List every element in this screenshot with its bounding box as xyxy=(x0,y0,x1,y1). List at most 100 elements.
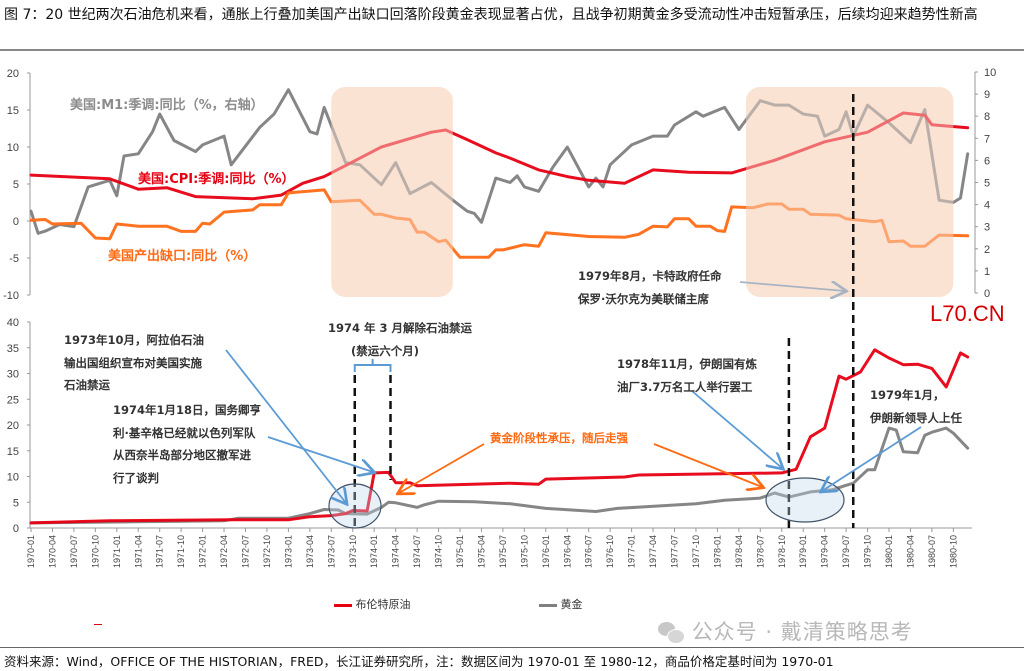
left-y-tick-label: 15 xyxy=(7,105,19,117)
annotation-iran-strike: 1978年11月，伊朗国有炼 油厂3.7万名工人举行罢工 xyxy=(617,353,757,398)
x-tick-label: 1979-07 xyxy=(841,535,851,568)
x-tick-label: 1974-01 xyxy=(369,535,379,568)
x-tick-label: 1980-07 xyxy=(927,535,937,568)
x-tick-label: 1976-10 xyxy=(605,535,615,568)
x-tick-label: 1970-07 xyxy=(69,535,79,568)
legend-label-gold: 黄金 xyxy=(560,598,583,611)
bottom-y-tick-label: 15 xyxy=(7,446,19,458)
x-tick-label: 1975-04 xyxy=(476,535,486,568)
x-tick-label: 1973-04 xyxy=(305,535,315,568)
annotation-line: 1978年11月，伊朗国有炼 xyxy=(617,357,758,371)
annotation-line: 石油禁运 xyxy=(64,378,110,392)
code-watermark: L70.CN xyxy=(930,301,1005,326)
x-tick-label: 1971-07 xyxy=(155,535,165,568)
x-tick-label: 1973-07 xyxy=(326,535,336,568)
x-tick-label: 1976-04 xyxy=(562,535,572,568)
shaded-period-overlay xyxy=(746,87,954,297)
x-tick-label: 1980-10 xyxy=(948,535,958,568)
right-y-tick-label: 4 xyxy=(984,200,990,212)
x-tick-label: 1978-01 xyxy=(712,535,722,568)
shaded-period-overlay xyxy=(331,87,453,297)
right-y-tick-label: 5 xyxy=(984,178,990,190)
x-tick-label: 1978-04 xyxy=(734,535,744,568)
annotation-kissinger: 1974年1月18日，国务卿亨 利·基辛格已经就以色列军队 从西奈半岛部分地区撤… xyxy=(113,399,261,489)
annotation-line: 1973年10月，阿拉伯石油 xyxy=(64,333,205,347)
arrow-kissinger xyxy=(267,436,373,472)
series-line-m1 xyxy=(29,88,970,235)
series-label-m1: 美国:M1:季调:同比（%，右轴） xyxy=(70,98,264,113)
x-tick-label: 1977-07 xyxy=(670,535,680,568)
bottom-y-tick-label: 10 xyxy=(7,472,19,484)
legend-swatch-brent xyxy=(334,603,352,607)
annotation-line: (禁运六个月) xyxy=(351,343,420,358)
annotation-line: 油厂3.7万名工人举行罢工 xyxy=(617,379,753,394)
x-tick-label: 1972-07 xyxy=(241,535,251,568)
bottom-y-tick-label: 5 xyxy=(13,497,19,509)
annotation-embargo-end: 1974 年 3 月解除石油禁运 (禁运六个月) xyxy=(328,317,472,362)
x-tick-label: 1974-10 xyxy=(434,535,444,568)
right-y-tick-label: 3 xyxy=(984,222,990,234)
shaded-period xyxy=(331,87,453,297)
watermark-text: 公众号 · 戴清策略思考 xyxy=(691,620,913,644)
annotation-line: 从西奈半岛部分地区撤军进 xyxy=(113,448,251,462)
arrow-gold-pressure-1978 xyxy=(653,443,762,487)
x-tick-label: 1976-01 xyxy=(541,535,551,568)
source-note: 资料来源：Wind，OFFICE OF THE HISTORIAN，FRED，长… xyxy=(4,654,834,669)
annotation-line: 保罗·沃尔克为美联储主席 xyxy=(578,291,709,306)
x-tick-label: 1971-10 xyxy=(176,535,186,568)
arrow-embargo-start xyxy=(225,349,346,503)
annotation-line: 1979年8月，卡特政府任命 xyxy=(578,269,722,283)
left-y-tick-label: -5 xyxy=(9,253,19,265)
right-y-tick-label: 2 xyxy=(984,244,990,256)
right-y-tick-label: 10 xyxy=(984,67,996,79)
x-tick-label: 1972-04 xyxy=(219,535,229,568)
series-line-cpi xyxy=(29,111,970,201)
series-label-cpi: 美国:CPI:季调:同比（%） xyxy=(138,172,295,187)
footer-divider xyxy=(0,647,1024,648)
x-tick-label: 1979-04 xyxy=(820,535,830,568)
x-tick-label: 1978-10 xyxy=(777,535,787,568)
annotation-volcker: 1979年8月，卡特政府任命 保罗·沃尔克为美联储主席 xyxy=(578,265,722,310)
x-tick-label: 1979-01 xyxy=(798,535,808,568)
x-tick-label: 1977-04 xyxy=(648,535,658,568)
x-tick-label: 1974-04 xyxy=(391,535,401,568)
bottom-y-tick-label: 30 xyxy=(7,369,19,381)
annotation-line: 1979年1月， xyxy=(870,388,945,402)
annotation-line: 利·基辛格已经就以色列军队 xyxy=(113,425,256,440)
x-tick-label: 1979-10 xyxy=(863,535,873,568)
x-tick-label: 1970-01 xyxy=(26,535,36,568)
annotation-embargo-start: 1973年10月，阿拉伯石油 输出国组织宣布对美国实施 石油禁运 xyxy=(64,329,204,397)
x-tick-label: 1972-01 xyxy=(198,535,208,568)
legend-item-brent: 布伦特原油 xyxy=(334,596,411,612)
legend-label-brent: 布伦特原油 xyxy=(355,598,411,611)
bottom-y-tick-label: 35 xyxy=(7,343,19,355)
x-tick-label: 1976-07 xyxy=(584,535,594,568)
annotation-gold-pressure: 黄金阶段性承压，随后走强 xyxy=(490,431,628,445)
bottom-y-tick-label: 20 xyxy=(7,420,19,432)
left-y-tick-label: 5 xyxy=(13,179,19,191)
left-y-tick-label: 20 xyxy=(7,68,19,80)
annotation-iran-leader: 1979年1月， 伊朗新领导人上任 xyxy=(870,384,962,429)
arrow-iran-strike xyxy=(691,390,782,468)
right-y-tick-label: 1 xyxy=(984,266,990,278)
figure-title: 图 7：20 世纪两次石油危机来看，通胀上行叠加美国产出缺口回落阶段黄金表现显著… xyxy=(4,7,978,23)
left-y-tick-label: -10 xyxy=(3,290,19,302)
x-tick-label: 1978-07 xyxy=(755,535,765,568)
x-tick-label: 1973-01 xyxy=(283,535,293,568)
title-divider xyxy=(0,49,1024,51)
annotation-line: 1974 年 3 月解除石油禁运 xyxy=(328,321,473,335)
x-tick-label: 1972-10 xyxy=(262,535,272,568)
right-y-tick-label: 9 xyxy=(984,89,990,101)
series-line-gold xyxy=(29,426,970,525)
annotation-line: 输出国组织宣布对美国实施 xyxy=(64,355,202,370)
series-line-output-gap xyxy=(29,188,970,259)
x-tick-label: 1977-01 xyxy=(627,535,637,568)
wechat-icon xyxy=(658,622,685,644)
bottom-y-tick-label: 40 xyxy=(7,317,19,329)
arrow-gold-pressure-1974 xyxy=(399,443,485,493)
legend-swatch-gold xyxy=(539,603,557,607)
arrow-iran-leader xyxy=(822,426,922,491)
x-tick-label: 1970-04 xyxy=(47,535,57,568)
x-tick-label: 1973-10 xyxy=(348,535,358,568)
